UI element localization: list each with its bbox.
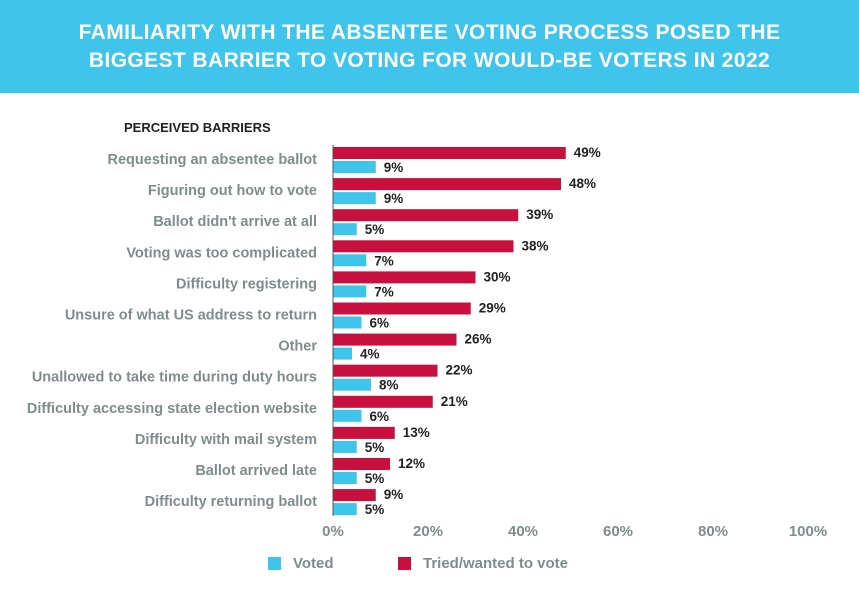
bar-tried	[333, 209, 519, 222]
data-label-voted: 7%	[374, 284, 394, 299]
bar-tried	[333, 333, 457, 346]
chart-title: FAMILIARITY WITH THE ABSENTEE VOTING PRO…	[78, 21, 781, 72]
bar-voted	[333, 192, 376, 205]
category-label: Unallowed to take time during duty hours	[32, 370, 317, 386]
data-label-tried: 22%	[446, 363, 473, 378]
data-label-tried: 12%	[398, 456, 425, 471]
bar-voted	[333, 440, 357, 453]
x-tick-label: 40%	[508, 523, 538, 540]
category-label: Voting was too complicated	[126, 245, 317, 261]
category-label: Figuring out how to vote	[148, 183, 317, 199]
bar-tried	[333, 364, 438, 377]
category-label: Difficulty accessing state election webs…	[27, 401, 317, 417]
bar-tried	[333, 147, 566, 159]
data-label-voted: 5%	[365, 440, 385, 455]
data-label-tried: 30%	[484, 269, 511, 284]
data-label-voted: 4%	[360, 347, 380, 362]
x-tick-label: 20%	[413, 523, 443, 540]
x-tick-label: 100%	[789, 523, 827, 540]
legend-swatch	[398, 557, 411, 570]
data-label-voted: 6%	[370, 409, 390, 424]
legend-swatch	[268, 557, 281, 570]
data-label-tried: 38%	[522, 238, 549, 253]
bar-tried	[333, 458, 390, 470]
data-label-voted: 5%	[365, 471, 385, 486]
data-label-voted: 9%	[384, 191, 404, 206]
data-label-tried: 13%	[403, 425, 430, 440]
category-label: Unsure of what US address to return	[65, 308, 317, 324]
bar-voted	[333, 223, 357, 236]
data-label-voted: 7%	[374, 253, 394, 268]
bar-tried	[333, 426, 395, 439]
bar-tried	[333, 271, 476, 284]
bar-tried	[333, 302, 471, 315]
data-label-tried: 39%	[526, 207, 553, 222]
bar-voted	[333, 378, 371, 391]
category-label: Difficulty returning ballot	[145, 494, 318, 510]
data-label-tried: 49%	[574, 145, 601, 160]
title-banner: FAMILIARITY WITH THE ABSENTEE VOTING PRO…	[0, 0, 859, 93]
data-label-voted: 9%	[384, 160, 404, 175]
data-label-voted: 6%	[370, 316, 390, 331]
data-label-tried: 29%	[479, 301, 506, 316]
bar-voted	[333, 503, 357, 516]
category-label: Requesting an absentee ballot	[108, 152, 318, 168]
x-tick-label: 60%	[603, 523, 633, 540]
bar-voted	[333, 254, 367, 267]
bar-voted	[333, 285, 367, 298]
bar-voted	[333, 161, 376, 173]
bar-voted	[333, 347, 352, 360]
data-label-voted: 5%	[365, 222, 385, 237]
data-label-tried: 26%	[465, 332, 492, 347]
data-label-voted: 5%	[365, 502, 385, 517]
data-label-tried: 9%	[384, 487, 404, 502]
bar-voted	[333, 472, 357, 484]
bar-tried	[333, 240, 514, 253]
legend-label: Voted	[293, 555, 334, 572]
category-label: Ballot arrived late	[195, 463, 317, 479]
bar-tried	[333, 178, 561, 191]
data-label-voted: 8%	[379, 378, 399, 393]
category-label: Difficulty with mail system	[135, 432, 317, 448]
bar-voted	[333, 316, 362, 329]
bar-voted	[333, 409, 362, 422]
x-tick-label: 80%	[698, 523, 728, 540]
x-tick-label: 0%	[322, 523, 344, 540]
category-label: Other	[278, 339, 317, 355]
data-label-tried: 21%	[441, 394, 468, 409]
legend-label: Tried/wanted to vote	[423, 555, 568, 572]
bar-tried	[333, 489, 376, 502]
bar-tried	[333, 395, 433, 408]
category-label: Difficulty registering	[176, 276, 317, 292]
data-label-tried: 48%	[569, 176, 596, 191]
category-header: PERCEIVED BARRIERS	[124, 120, 271, 135]
category-label: Ballot didn't arrive at all	[153, 214, 317, 230]
